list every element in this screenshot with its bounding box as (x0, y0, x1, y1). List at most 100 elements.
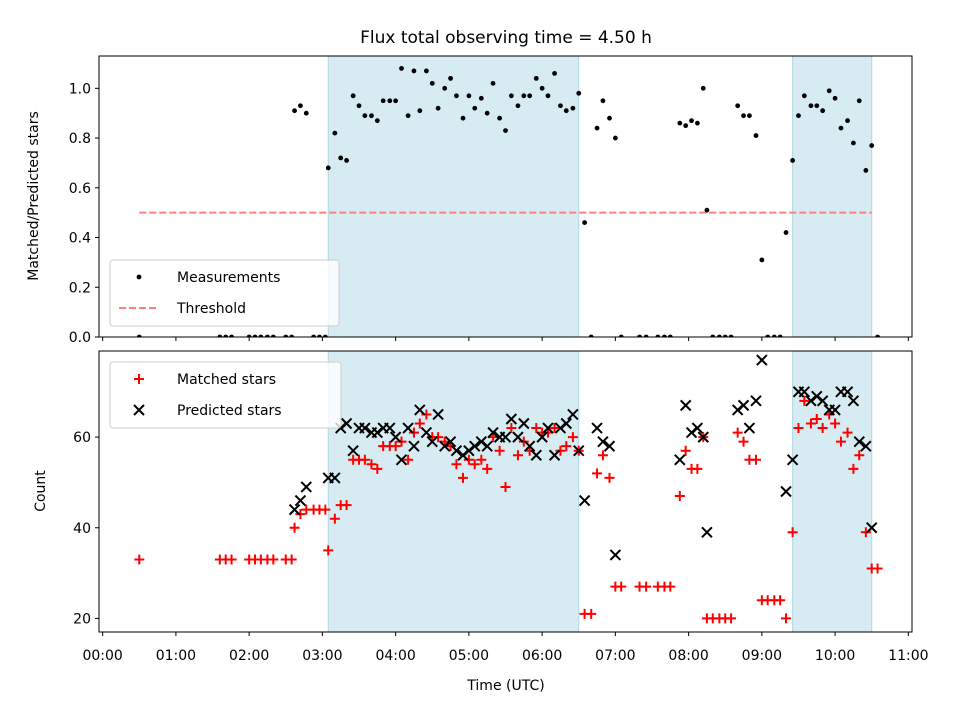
measurement-point (393, 98, 399, 104)
predicted-star-point (679, 399, 692, 412)
predicted-star-point (542, 422, 554, 434)
predicted-star-point (426, 435, 438, 448)
predicted-star-point (860, 440, 872, 452)
measurement-point (643, 334, 649, 337)
measurement-point (265, 334, 270, 337)
matched-star-point (295, 509, 306, 520)
measurement-point (771, 334, 777, 337)
measurement-point (472, 105, 478, 111)
predicted-star-point (780, 485, 792, 498)
matched-star-point (531, 423, 542, 434)
measurement-point (600, 98, 606, 104)
measurement-point (851, 140, 856, 146)
measurement-point (832, 95, 838, 101)
measurement-point (136, 334, 142, 337)
measurement-point (735, 103, 741, 109)
y-tick-label: 0.4 (69, 231, 91, 247)
predicted-star-point (578, 494, 591, 507)
predicted-star-point (743, 422, 756, 434)
x-tick-label: 06:00 (522, 648, 562, 664)
predicted-star-point (560, 417, 572, 430)
measurement-point (700, 85, 706, 91)
measurement-point (442, 85, 448, 91)
matched-star-point (518, 436, 529, 447)
matched-star-point (451, 459, 462, 470)
predicted-star-point (691, 422, 704, 434)
measurement-point (741, 113, 746, 119)
matched-star-point (641, 581, 652, 592)
measurement-point (411, 68, 417, 74)
predicted-star-point (329, 472, 341, 484)
shaded-region (792, 350, 873, 633)
matched-star-point (817, 423, 828, 434)
count-points (134, 354, 883, 624)
predicted-star-point (674, 454, 686, 466)
matched-star-point (396, 436, 407, 447)
predicted-star-point (450, 445, 463, 457)
measurement-point (753, 133, 759, 138)
measurement-point (217, 334, 223, 337)
shaded-region (327, 55, 580, 338)
measurement-point (777, 334, 783, 337)
measurement-point (423, 68, 429, 74)
matched-star-point (512, 450, 523, 461)
predicted-star-point (444, 435, 457, 448)
predicted-star-point (597, 435, 609, 448)
x-tick-label: 01:00 (156, 648, 196, 664)
measurement-point (497, 115, 503, 121)
matched-star-point (592, 468, 603, 479)
matched-star-point (458, 472, 469, 483)
matched-star-point (341, 500, 352, 511)
predicted-star-point (567, 408, 579, 421)
measurement-point (552, 71, 557, 76)
predicted-star-point (432, 408, 444, 421)
measurement-point (515, 103, 521, 109)
measurement-point (521, 93, 527, 99)
predicted-star-point (841, 386, 854, 398)
predicted-star-point (866, 522, 878, 534)
measurement-point (362, 113, 368, 119)
legend-label: Predicted stars (177, 403, 282, 419)
measurement-point (289, 334, 295, 337)
plot-frame (98, 350, 913, 633)
predicted-star-point (573, 445, 585, 457)
matched-star-point (787, 527, 798, 538)
x-tick-label: 03:00 (302, 648, 342, 664)
measurement-point (298, 103, 303, 109)
predicted-star-point (750, 395, 762, 407)
predicted-star-point (487, 426, 499, 439)
measurement-points (136, 66, 880, 337)
measurement-point (826, 88, 832, 94)
measurement-point (677, 120, 683, 126)
measurement-point (283, 334, 289, 337)
measurement-point (576, 90, 582, 96)
measurement-point (252, 334, 258, 337)
measurement-point (863, 167, 869, 173)
y-tick-label: 0.2 (69, 280, 91, 296)
measurement-point (875, 334, 880, 337)
legend-label: Threshold (176, 301, 246, 317)
predicted-star-point (420, 426, 433, 439)
measurement-point (322, 334, 328, 337)
measurement-point (558, 103, 563, 109)
y-tick-label: 60 (73, 430, 91, 446)
measurement-point (223, 334, 229, 337)
measurement-point (460, 115, 466, 121)
measurement-point (380, 98, 386, 104)
predicted-star-point (340, 417, 353, 430)
measurement-point (662, 334, 667, 337)
measurement-point (374, 118, 380, 124)
y-tick-label: 0.0 (69, 330, 91, 346)
measurement-point (869, 143, 875, 148)
matched-star-point (750, 454, 761, 465)
predicted-star-point (481, 440, 493, 452)
predicted-star-point (294, 494, 307, 507)
matched-star-point (494, 445, 505, 456)
measurement-point (820, 108, 826, 114)
predicted-star-point (395, 454, 408, 466)
predicted-star-point (384, 422, 396, 434)
x-tick-label: 00:00 (82, 648, 122, 664)
predicted-star-point (548, 449, 561, 461)
y-tick-label: 0.6 (69, 181, 91, 197)
matched-star-point (134, 554, 145, 565)
